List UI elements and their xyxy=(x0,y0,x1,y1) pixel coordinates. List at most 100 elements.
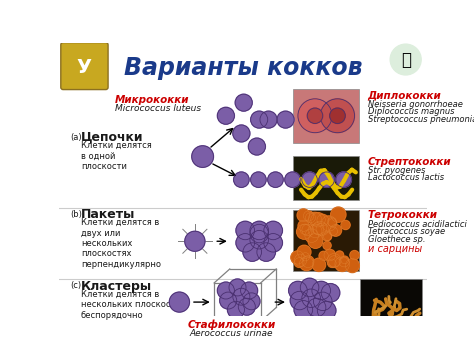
Circle shape xyxy=(264,221,283,240)
Circle shape xyxy=(300,278,319,297)
Text: Streptococcus pneumoniae: Streptococcus pneumoniae xyxy=(368,115,474,124)
Circle shape xyxy=(268,172,283,187)
Circle shape xyxy=(250,224,268,243)
Circle shape xyxy=(341,220,350,230)
Circle shape xyxy=(312,281,330,300)
Circle shape xyxy=(228,301,245,318)
Circle shape xyxy=(305,229,319,242)
Circle shape xyxy=(319,251,328,261)
Circle shape xyxy=(251,172,266,187)
Circle shape xyxy=(294,301,313,319)
Circle shape xyxy=(251,111,268,128)
Text: Микрококки: Микрококки xyxy=(115,95,190,105)
Circle shape xyxy=(322,231,332,241)
Text: 🌍: 🌍 xyxy=(401,50,410,69)
Text: Str. pyogenes: Str. pyogenes xyxy=(368,166,425,175)
Circle shape xyxy=(233,288,250,305)
Circle shape xyxy=(303,211,314,221)
Text: Тетрококки: Тетрококки xyxy=(368,211,438,220)
Circle shape xyxy=(243,243,262,261)
Circle shape xyxy=(290,291,309,310)
Text: Tetracoccus soyae: Tetracoccus soyae xyxy=(368,228,445,236)
Circle shape xyxy=(229,279,246,296)
Circle shape xyxy=(321,284,340,302)
Text: Пакеты: Пакеты xyxy=(81,208,135,221)
Circle shape xyxy=(313,292,332,311)
Circle shape xyxy=(234,172,249,187)
Circle shape xyxy=(321,216,337,231)
Circle shape xyxy=(317,214,328,226)
Circle shape xyxy=(317,301,336,320)
Circle shape xyxy=(294,258,304,267)
Circle shape xyxy=(328,259,336,267)
Circle shape xyxy=(301,253,310,261)
Circle shape xyxy=(250,221,268,240)
Circle shape xyxy=(329,227,337,235)
Circle shape xyxy=(300,224,310,235)
Circle shape xyxy=(305,213,316,223)
Circle shape xyxy=(328,218,337,226)
Text: Aerococcus urinae: Aerococcus urinae xyxy=(190,329,273,338)
FancyBboxPatch shape xyxy=(61,43,108,89)
Circle shape xyxy=(311,213,325,227)
Circle shape xyxy=(218,282,235,299)
Text: Варианты кокков: Варианты кокков xyxy=(124,56,362,81)
Circle shape xyxy=(260,111,277,128)
Circle shape xyxy=(328,256,340,267)
Circle shape xyxy=(309,212,321,225)
Circle shape xyxy=(336,172,351,187)
Text: (a): (a) xyxy=(70,133,82,142)
Text: Neisseria gonorrhoeae: Neisseria gonorrhoeae xyxy=(368,100,463,109)
Text: (b): (b) xyxy=(70,211,82,219)
Circle shape xyxy=(313,221,327,235)
Text: Pediococcus acidilactici: Pediococcus acidilactici xyxy=(368,220,466,229)
Text: Кластеры: Кластеры xyxy=(81,280,152,293)
Circle shape xyxy=(233,125,250,142)
Circle shape xyxy=(298,220,309,231)
Circle shape xyxy=(235,94,252,111)
Circle shape xyxy=(302,289,320,307)
Circle shape xyxy=(300,257,314,271)
Circle shape xyxy=(297,209,310,222)
Circle shape xyxy=(319,172,334,187)
Circle shape xyxy=(277,111,294,128)
Circle shape xyxy=(297,224,312,239)
Circle shape xyxy=(320,99,355,133)
Text: и сарцины: и сарцины xyxy=(368,244,422,254)
Circle shape xyxy=(298,99,332,133)
Text: Цепочки: Цепочки xyxy=(81,131,144,144)
Circle shape xyxy=(331,207,346,222)
Text: Diplococcus magnus: Diplococcus magnus xyxy=(368,107,454,116)
FancyBboxPatch shape xyxy=(293,210,359,271)
Circle shape xyxy=(248,138,265,155)
Circle shape xyxy=(294,254,307,266)
Circle shape xyxy=(297,245,311,259)
Circle shape xyxy=(330,108,345,124)
Circle shape xyxy=(289,281,307,300)
Circle shape xyxy=(169,292,190,312)
Circle shape xyxy=(257,243,275,261)
Text: Клетки делятся
в одной
плоскости: Клетки делятся в одной плоскости xyxy=(81,141,152,171)
FancyBboxPatch shape xyxy=(293,89,359,143)
Circle shape xyxy=(238,298,255,315)
Circle shape xyxy=(307,108,323,124)
Circle shape xyxy=(339,257,349,267)
Circle shape xyxy=(327,253,341,267)
Circle shape xyxy=(346,259,359,273)
Text: Lactococcus lactis: Lactococcus lactis xyxy=(368,174,444,182)
Circle shape xyxy=(312,258,326,272)
Circle shape xyxy=(324,249,336,261)
Circle shape xyxy=(302,224,314,236)
Circle shape xyxy=(250,230,268,249)
Circle shape xyxy=(312,223,324,235)
Circle shape xyxy=(336,251,344,259)
Text: У: У xyxy=(76,58,91,77)
Circle shape xyxy=(307,298,326,317)
Circle shape xyxy=(335,257,349,272)
Circle shape xyxy=(390,44,421,75)
Circle shape xyxy=(323,241,331,250)
Text: Стрептококки: Стрептококки xyxy=(368,157,451,166)
Circle shape xyxy=(236,234,255,252)
Text: (c): (c) xyxy=(70,281,81,290)
Circle shape xyxy=(236,221,255,240)
